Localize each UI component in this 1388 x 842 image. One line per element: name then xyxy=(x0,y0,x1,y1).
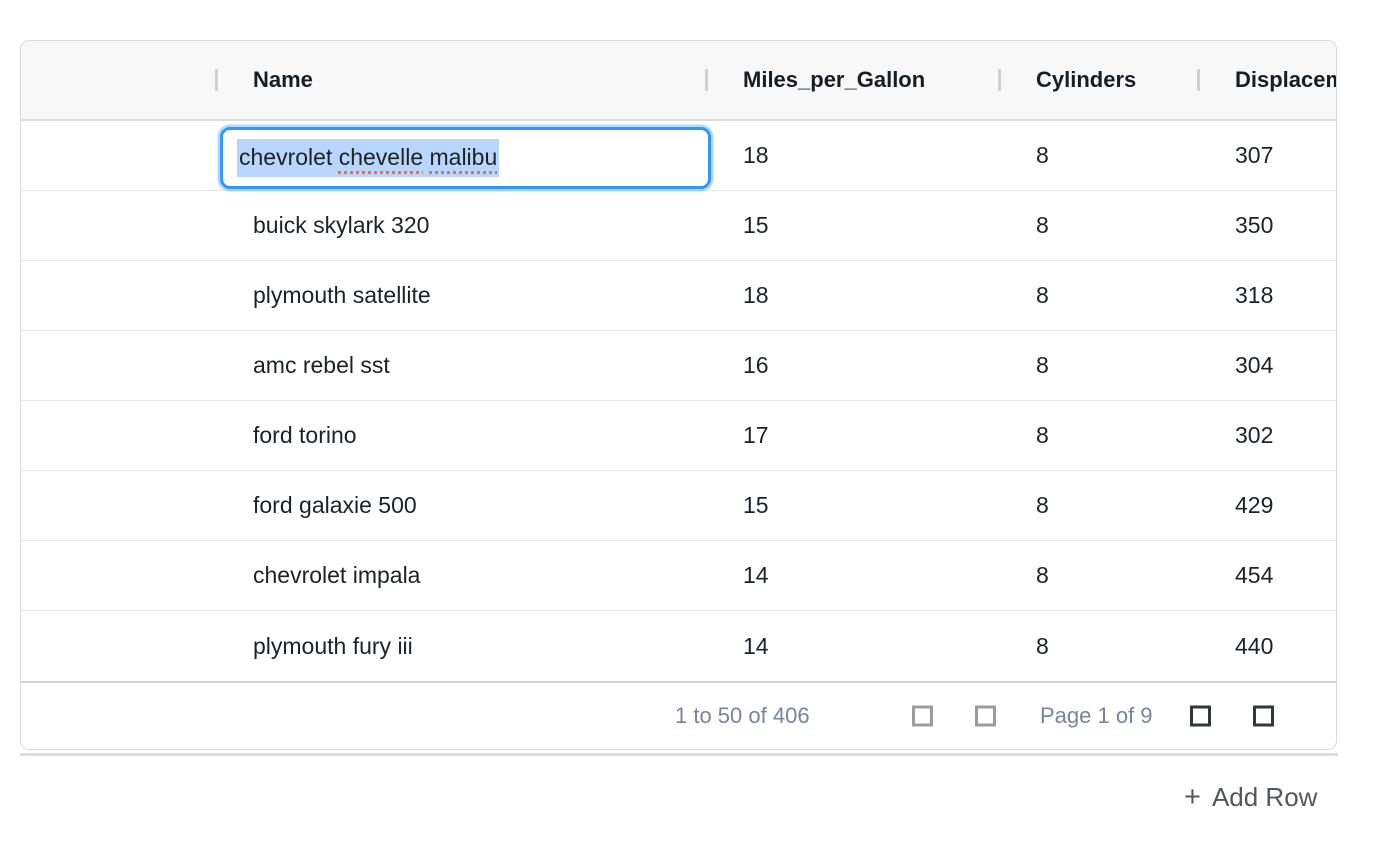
cell-cylinders[interactable]: 8 xyxy=(1036,352,1049,378)
table-row[interactable]: plymouth fury iii 14 8 440 xyxy=(21,611,1336,681)
cell-miles-per-gallon[interactable]: 18 xyxy=(743,142,769,168)
card-bottom-shadow xyxy=(20,753,1338,756)
cell-spacer xyxy=(21,471,220,540)
cell-cylinders[interactable]: 8 xyxy=(1036,492,1049,518)
header-label-miles-per-gallon: Miles_per_Gallon xyxy=(743,67,926,92)
cell-miles-per-gallon[interactable]: 14 xyxy=(743,562,769,588)
header-label-name: Name xyxy=(253,67,313,92)
cell-spacer xyxy=(21,541,220,610)
cell-displacement[interactable]: 454 xyxy=(1235,562,1274,588)
misspelled-word: malibu xyxy=(429,144,498,171)
cell-miles-per-gallon[interactable]: 15 xyxy=(743,492,769,518)
cell-miles-per-gallon[interactable]: 17 xyxy=(743,422,769,448)
table-row[interactable]: buick skylark 320 15 8 350 xyxy=(21,191,1336,261)
add-row-button[interactable]: + Add Row xyxy=(1184,782,1317,813)
table-row[interactable]: chevrolet chevelle malibu 18 8 307 xyxy=(21,121,1336,191)
header-cell-name[interactable]: Name xyxy=(220,41,710,119)
table-row[interactable]: plymouth satellite 18 8 318 xyxy=(21,261,1336,331)
page-status: Page 1 of 9 xyxy=(1040,703,1153,728)
plus-icon: + xyxy=(1184,781,1201,813)
cell-spacer xyxy=(21,121,220,190)
cell-name[interactable]: ford torino xyxy=(253,422,357,448)
cell-name[interactable]: chevrolet impala xyxy=(253,562,421,588)
word: chevrolet xyxy=(239,144,333,171)
cell-displacement[interactable]: 440 xyxy=(1235,632,1274,659)
cell-displacement[interactable]: 318 xyxy=(1235,282,1274,308)
header-label-displacement: Displacement xyxy=(1235,67,1336,92)
cell-cylinders[interactable]: 8 xyxy=(1036,632,1049,659)
table-row[interactable]: amc rebel sst 16 8 304 xyxy=(21,331,1336,401)
cell-spacer xyxy=(21,401,220,470)
header-cell-miles-per-gallon[interactable]: Miles_per_Gallon xyxy=(710,41,1003,119)
cell-spacer xyxy=(21,261,220,330)
cell-displacement[interactable]: 304 xyxy=(1235,352,1274,378)
cell-cylinders[interactable]: 8 xyxy=(1036,212,1049,238)
cell-spacer xyxy=(21,191,220,260)
cell-editor-input[interactable]: chevrolet chevelle malibu xyxy=(220,127,711,189)
cell-displacement[interactable]: 302 xyxy=(1235,422,1274,448)
data-grid: Name Miles_per_Gallon Cylinders Displace… xyxy=(20,40,1337,750)
cell-spacer xyxy=(21,331,220,400)
misspelled-word: chevelle xyxy=(338,144,424,171)
cell-miles-per-gallon[interactable]: 18 xyxy=(743,282,769,308)
cell-name[interactable]: ford galaxie 500 xyxy=(253,492,417,518)
header-cell-displacement[interactable]: Displacement xyxy=(1202,41,1336,119)
header-cell-spacer xyxy=(21,41,220,119)
cell-displacement[interactable]: 350 xyxy=(1235,212,1274,238)
cell-cylinders[interactable]: 8 xyxy=(1036,142,1049,168)
header-label-cylinders: Cylinders xyxy=(1036,67,1137,92)
grid-header: Name Miles_per_Gallon Cylinders Displace… xyxy=(21,41,1336,121)
cell-name[interactable]: chevrolet chevelle malibu xyxy=(220,121,711,190)
header-cell-cylinders[interactable]: Cylinders xyxy=(1003,41,1202,119)
cell-name[interactable]: plymouth satellite xyxy=(253,282,431,308)
add-row-label: Add Row xyxy=(1211,782,1318,812)
cell-displacement[interactable]: 307 xyxy=(1235,142,1274,168)
cell-name[interactable]: plymouth fury iii xyxy=(253,632,413,659)
cell-cylinders[interactable]: 8 xyxy=(1036,282,1049,308)
selected-text: chevrolet chevelle malibu xyxy=(237,139,500,177)
cell-spacer xyxy=(21,611,220,681)
cell-miles-per-gallon[interactable]: 15 xyxy=(743,212,769,238)
row-range-summary: 1 to 50 of 406 xyxy=(675,703,810,728)
previous-page-icon xyxy=(975,705,996,727)
first-page-icon xyxy=(912,705,933,727)
cell-miles-per-gallon[interactable]: 16 xyxy=(743,352,769,378)
cell-cylinders[interactable]: 8 xyxy=(1036,562,1049,588)
table-row[interactable]: ford torino 17 8 302 xyxy=(21,401,1336,471)
cell-miles-per-gallon[interactable]: 14 xyxy=(743,632,769,659)
cell-displacement[interactable]: 429 xyxy=(1235,492,1274,518)
last-page-icon[interactable] xyxy=(1253,705,1274,727)
cell-name[interactable]: buick skylark 320 xyxy=(253,212,430,238)
table-row[interactable]: ford galaxie 500 15 8 429 xyxy=(21,471,1336,541)
cell-name[interactable]: amc rebel sst xyxy=(253,352,390,378)
grid-body: chevrolet chevelle malibu 18 8 307 buick… xyxy=(21,121,1336,681)
grid-footer: 1 to 50 of 406 Page 1 of 9 xyxy=(21,681,1336,749)
next-page-icon[interactable] xyxy=(1190,705,1211,727)
table-row[interactable]: chevrolet impala 14 8 454 xyxy=(21,541,1336,611)
cell-cylinders[interactable]: 8 xyxy=(1036,422,1049,448)
